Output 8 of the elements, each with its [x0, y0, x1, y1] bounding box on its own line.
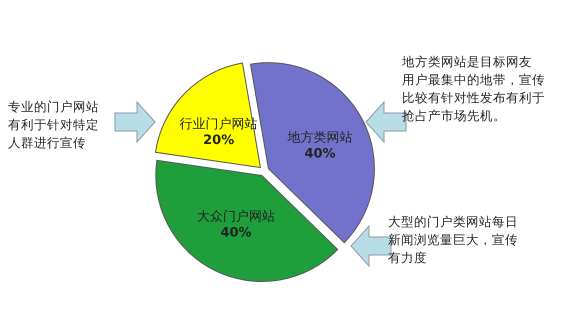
- data-label: 40%: [304, 146, 336, 162]
- text: 专业的门户网站有利于针对特定人群进行宣传: [8, 99, 99, 150]
- data-label: 20%: [203, 133, 234, 148]
- text: 地方类网站是目标网友用户最集中的地带，宣传比较有针对性发布有利于抢占产市场先机。: [401, 54, 545, 123]
- slice-label: 地方类网站: [286, 129, 353, 146]
- slice-label: 大众门户网站: [196, 208, 275, 224]
- data-label: 40%: [220, 226, 252, 241]
- text: 大型的门户类网站每日新闻浏览量巨大，宣传有力度: [388, 214, 518, 265]
